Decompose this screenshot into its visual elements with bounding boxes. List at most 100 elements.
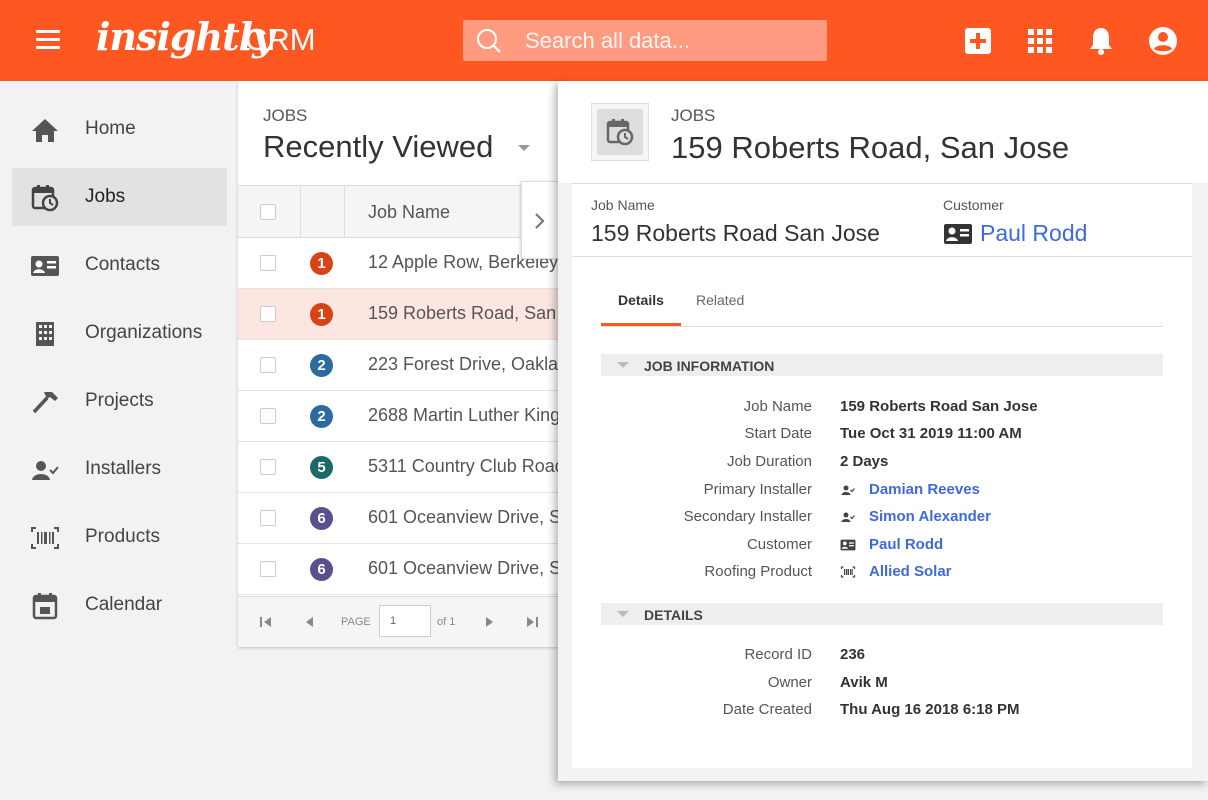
- status-badge: 6: [310, 558, 333, 581]
- row-job-name[interactable]: 601 Oceanview Drive, SF: [368, 558, 558, 578]
- search-icon[interactable]: [476, 28, 502, 54]
- list-kicker: JOBS: [263, 106, 308, 125]
- row-job-name[interactable]: 159 Roberts Road, San Jose: [368, 303, 558, 323]
- row-checkbox[interactable]: [260, 306, 276, 322]
- barcode-icon: [840, 566, 856, 578]
- field-label: Job Duration: [726, 453, 812, 470]
- person-check-icon: [32, 461, 59, 480]
- select-all-checkbox[interactable]: [260, 204, 276, 220]
- row-job-name[interactable]: 2688 Martin Luther King: [368, 405, 558, 425]
- chevron-right-icon: [535, 213, 545, 229]
- row-checkbox[interactable]: [260, 408, 276, 424]
- column-header-job-name[interactable]: Job Name: [368, 202, 451, 222]
- sidebar-item-projects[interactable]: Projects: [12, 372, 227, 430]
- section-title: JOB INFORMATION: [644, 358, 775, 374]
- chevron-down-icon[interactable]: [518, 145, 530, 151]
- summary-customer-link[interactable]: Paul Rodd: [980, 220, 1088, 246]
- sidebar-item-label: Contacts: [85, 254, 160, 275]
- customer-link[interactable]: Paul Rodd: [869, 536, 944, 553]
- table-row[interactable]: 2 2688 Martin Luther King: [238, 391, 568, 442]
- status-badge: 1: [310, 303, 333, 326]
- table-row[interactable]: 1 12 Apple Row, Berkeley: [238, 238, 568, 289]
- previous-page-icon[interactable]: [301, 614, 317, 630]
- search-placeholder: Search all data...: [525, 28, 691, 53]
- sidebar: Home Jobs Contacts Organizations: [0, 81, 238, 800]
- row-checkbox[interactable]: [260, 459, 276, 475]
- sidebar-item-calendar[interactable]: Calendar: [12, 576, 227, 634]
- roofing-product-link[interactable]: Allied Solar: [869, 563, 952, 580]
- row-checkbox[interactable]: [260, 255, 276, 271]
- next-page-icon[interactable]: [482, 614, 498, 630]
- app-logo[interactable]: insightly: [96, 14, 274, 59]
- menu-icon[interactable]: [36, 30, 60, 50]
- chevron-down-icon[interactable]: [617, 611, 629, 617]
- last-page-icon[interactable]: [524, 614, 540, 630]
- building-icon: [36, 322, 54, 346]
- sidebar-item-jobs[interactable]: Jobs: [12, 168, 227, 226]
- sidebar-item-home[interactable]: Home: [12, 100, 227, 158]
- search-input[interactable]: [463, 20, 827, 61]
- sidebar-item-organizations[interactable]: Organizations: [12, 304, 227, 362]
- field-label: Date Created: [722, 701, 812, 718]
- sidebar-item-contacts[interactable]: Contacts: [12, 236, 227, 294]
- calendar-clock-icon: [606, 119, 634, 146]
- sidebar-item-installers[interactable]: Installers: [12, 440, 227, 498]
- app-name: CRM: [245, 22, 316, 57]
- record-avatar: [591, 103, 649, 161]
- field-label: Customer: [746, 536, 812, 553]
- field-value: Tue Oct 31 2019 11:00 AM: [840, 425, 1022, 442]
- top-bar: insightly CRM Search all data...: [0, 0, 1208, 81]
- collapse-panel-button[interactable]: [521, 181, 558, 259]
- contact-card-icon: [944, 224, 972, 244]
- apps-grid-icon[interactable]: [1025, 26, 1055, 56]
- status-badge: 5: [310, 456, 333, 479]
- row-job-name[interactable]: 601 Oceanview Drive, SF: [368, 507, 558, 527]
- chevron-down-icon[interactable]: [617, 362, 629, 368]
- summary-job-name-value: 159 Roberts Road San Jose: [591, 220, 880, 246]
- detail-kicker: JOBS: [671, 106, 716, 125]
- table-row[interactable]: 1 159 Roberts Road, San Jose: [238, 289, 568, 340]
- secondary-installer-link[interactable]: Simon Alexander: [869, 508, 991, 525]
- user-account-icon[interactable]: [1148, 26, 1178, 56]
- sidebar-item-label: Home: [85, 118, 136, 139]
- detail-card: Job Name 159 Roberts Road San Jose Custo…: [572, 183, 1192, 768]
- summary-job-name-label: Job Name: [591, 197, 655, 213]
- page-number-input[interactable]: 1: [379, 605, 431, 637]
- section-job-information[interactable]: JOB INFORMATION: [601, 354, 1163, 376]
- row-checkbox[interactable]: [260, 357, 276, 373]
- section-details[interactable]: DETAILS: [601, 603, 1163, 625]
- row-job-name[interactable]: 12 Apple Row, Berkeley: [368, 252, 558, 272]
- row-checkbox[interactable]: [260, 561, 276, 577]
- row-checkbox[interactable]: [260, 510, 276, 526]
- contact-card-icon: [31, 256, 59, 276]
- calendar-icon: [32, 593, 58, 620]
- hammer-icon: [32, 392, 58, 414]
- field-value: Thu Aug 16 2018 6:18 PM: [840, 701, 1020, 718]
- row-job-name[interactable]: 5311 Country Club Road: [368, 456, 558, 476]
- contact-card-icon: [840, 539, 856, 551]
- status-badge: 1: [310, 252, 333, 275]
- table-row[interactable]: 2 223 Forest Drive, Oakland: [238, 340, 568, 391]
- tab-details[interactable]: Details: [618, 292, 664, 308]
- job-detail-panel: JOBS 159 Roberts Road, San Jose Job Name…: [558, 81, 1208, 781]
- table-row[interactable]: 5 5311 Country Club Road: [238, 442, 568, 493]
- row-job-name[interactable]: 223 Forest Drive, Oakland: [368, 354, 558, 374]
- tab-related[interactable]: Related: [696, 292, 745, 308]
- primary-installer-link[interactable]: Damian Reeves: [869, 481, 980, 498]
- table-row[interactable]: 6 601 Oceanview Drive, SF: [238, 493, 568, 544]
- first-page-icon[interactable]: [258, 614, 274, 630]
- active-tab-indicator: [601, 323, 681, 326]
- summary-bar: Job Name 159 Roberts Road San Jose Custo…: [572, 184, 1192, 257]
- page-count-label: of 1: [437, 616, 456, 628]
- table-row[interactable]: 6 601 Oceanview Drive, SF: [238, 544, 568, 595]
- person-check-icon: [841, 512, 855, 522]
- list-view-selector[interactable]: Recently Viewed: [263, 129, 494, 164]
- field-label: Start Date: [744, 425, 812, 442]
- sidebar-item-products[interactable]: Products: [12, 508, 227, 566]
- field-label: Secondary Installer: [683, 508, 812, 525]
- field-value: Avik M: [840, 674, 888, 691]
- sidebar-item-label: Installers: [85, 458, 162, 479]
- summary-customer-label: Customer: [943, 197, 1004, 213]
- add-icon[interactable]: [963, 26, 993, 56]
- bell-icon[interactable]: [1086, 26, 1116, 56]
